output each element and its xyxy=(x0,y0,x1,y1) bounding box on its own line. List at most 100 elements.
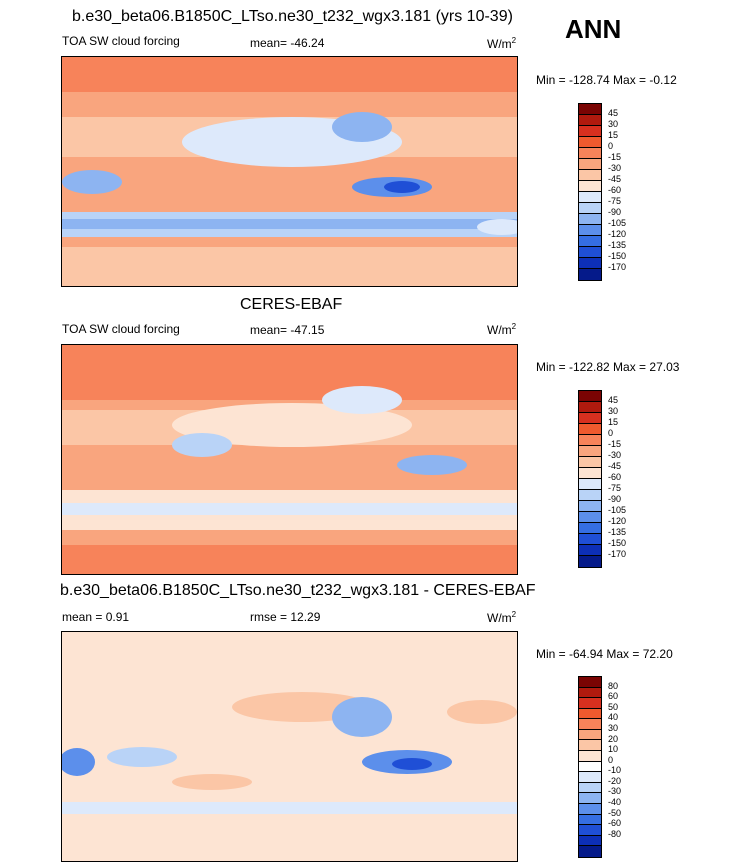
colorbar-swatch xyxy=(579,729,601,741)
panel-3-map-field xyxy=(62,632,517,861)
colorbar-swatch xyxy=(579,181,601,192)
colorbar-swatch xyxy=(579,751,601,762)
colorbar-swatch xyxy=(579,772,601,783)
panel-3-map xyxy=(61,631,518,862)
colorbar-swatch xyxy=(579,435,601,446)
colorbar-swatch xyxy=(579,501,601,512)
colorbar-tick-label: 20 xyxy=(608,733,619,744)
colorbar-tick-label: -30 xyxy=(608,450,622,460)
colorbar-tick-label: -90 xyxy=(608,494,622,504)
colorbar-swatch xyxy=(579,126,601,137)
colorbar-tick-label: -170 xyxy=(608,262,627,272)
colorbar-swatch xyxy=(579,803,601,815)
colorbar-tick-label: -60 xyxy=(608,818,622,829)
panel-1-mean-label: mean= -46.24 xyxy=(250,36,325,50)
colorbar-swatch xyxy=(579,192,601,203)
colorbar-tick-label: -105 xyxy=(608,505,627,515)
panel-3-minmax: Min = -64.94 Max = 72.20 xyxy=(536,647,673,661)
colorbar-swatch xyxy=(579,203,601,214)
colorbar-swatch xyxy=(579,761,601,773)
colorbar-swatch xyxy=(579,148,601,159)
colorbar-swatch xyxy=(579,137,601,148)
colorbar-tick-label: -120 xyxy=(608,229,627,239)
panel-2-variable-label: TOA SW cloud forcing xyxy=(62,322,180,336)
colorbar-tick-label: -45 xyxy=(608,174,622,184)
colorbar-tick-label: 30 xyxy=(608,119,619,129)
panel-2-map xyxy=(61,344,518,575)
colorbar-tick-label: -40 xyxy=(608,797,622,808)
colorbar-swatch xyxy=(579,814,601,826)
colorbar-tick-label: 45 xyxy=(608,395,619,405)
panel-3-title: b.e30_beta06.B1850C_LTso.ne30_t232_wgx3.… xyxy=(60,582,536,599)
colorbar-swatch xyxy=(579,556,601,567)
panel-1-map xyxy=(61,56,518,287)
panel-1-units: W/m2 xyxy=(487,36,517,51)
colorbar-tick-label: -50 xyxy=(608,807,622,818)
colorbar-tick-label: -105 xyxy=(608,218,627,228)
colorbar-swatch xyxy=(579,214,601,225)
panel-3-units: W/m2 xyxy=(487,610,517,625)
colorbar-swatch xyxy=(579,170,601,181)
colorbar-swatch xyxy=(579,159,601,170)
panel-3-rmse-label: rmse = 12.29 xyxy=(250,610,321,624)
panel-1-minmax: Min = -128.74 Max = -0.12 xyxy=(536,73,677,87)
colorbar-tick-label: 0 xyxy=(608,754,614,765)
colorbar-swatch xyxy=(579,846,601,857)
colorbar-swatch xyxy=(579,269,601,280)
colorbar-tick-label: -150 xyxy=(608,251,627,261)
colorbar-tick-label: 45 xyxy=(608,108,619,118)
colorbar-swatch xyxy=(579,457,601,468)
colorbar-tick-label: -120 xyxy=(608,516,627,526)
colorbar-swatch xyxy=(579,446,601,457)
colorbar-tick-label: -10 xyxy=(608,765,622,776)
colorbar-tick-label: 0 xyxy=(608,428,614,438)
colorbar-tick-label: 60 xyxy=(608,691,619,702)
colorbar-swatch xyxy=(579,413,601,424)
colorbar-tick-label: 15 xyxy=(608,417,619,427)
colorbar-tick-label: -45 xyxy=(608,461,622,471)
colorbar-swatch xyxy=(579,687,601,699)
panel-1-title: b.e30_beta06.B1850C_LTso.ne30_t232_wgx3.… xyxy=(72,8,513,25)
panel-2-mean-label: mean= -47.15 xyxy=(250,323,325,337)
panel-3-colorbar xyxy=(578,676,602,858)
colorbar-swatch xyxy=(579,402,601,413)
panel-1-colorbar-swatches xyxy=(579,104,601,280)
colorbar-tick-label: 50 xyxy=(608,701,619,712)
colorbar-swatch xyxy=(579,104,601,115)
colorbar-tick-label: -15 xyxy=(608,439,622,449)
panel-2-minmax: Min = -122.82 Max = 27.03 xyxy=(536,360,680,374)
colorbar-swatch xyxy=(579,545,601,556)
colorbar-tick-label: 10 xyxy=(608,744,619,755)
panel-3-mean-label: mean = 0.91 xyxy=(62,610,130,624)
colorbar-tick-label: -30 xyxy=(608,163,622,173)
colorbar-swatch xyxy=(579,793,601,804)
colorbar-swatch xyxy=(579,740,601,752)
colorbar-swatch xyxy=(579,391,601,402)
colorbar-swatch xyxy=(579,512,601,523)
colorbar-swatch xyxy=(579,490,601,501)
panel-3-colorbar-labels: 80 60 50 40 30 20 10 0 -10 -20 -30 -40 -50 -60 -80 xyxy=(608,676,648,856)
panel-1-colorbar xyxy=(578,103,602,281)
colorbar-swatch xyxy=(579,258,601,269)
colorbar-tick-label: -150 xyxy=(608,538,627,548)
colorbar-tick-label: 80 xyxy=(608,680,619,691)
colorbar-swatch xyxy=(579,534,601,545)
colorbar-swatch xyxy=(579,115,601,126)
colorbar-tick-label: 0 xyxy=(608,141,614,151)
colorbar-tick-label: -75 xyxy=(608,483,622,493)
colorbar-tick-label: 30 xyxy=(608,722,619,733)
panel-2-colorbar-swatches xyxy=(579,391,601,567)
colorbar-swatch xyxy=(579,225,601,236)
colorbar-swatch xyxy=(579,708,601,720)
panel-2-colorbar-labels: 45 30 15 0 -15 -30 -45 -60 -75 -90 -105 -120 -135 -15… xyxy=(608,390,648,566)
colorbar-swatch xyxy=(579,835,601,847)
panel-2-map-field xyxy=(62,345,517,574)
panel-1-map-field xyxy=(62,57,517,286)
colorbar-tick-label: -170 xyxy=(608,549,627,559)
season-label: ANN xyxy=(565,14,622,44)
colorbar-swatch xyxy=(579,479,601,490)
panel-1-variable-label: TOA SW cloud forcing xyxy=(62,34,180,48)
colorbar-tick-label: -15 xyxy=(608,152,622,162)
colorbar-swatch xyxy=(579,236,601,247)
colorbar-tick-label: -60 xyxy=(608,185,622,195)
